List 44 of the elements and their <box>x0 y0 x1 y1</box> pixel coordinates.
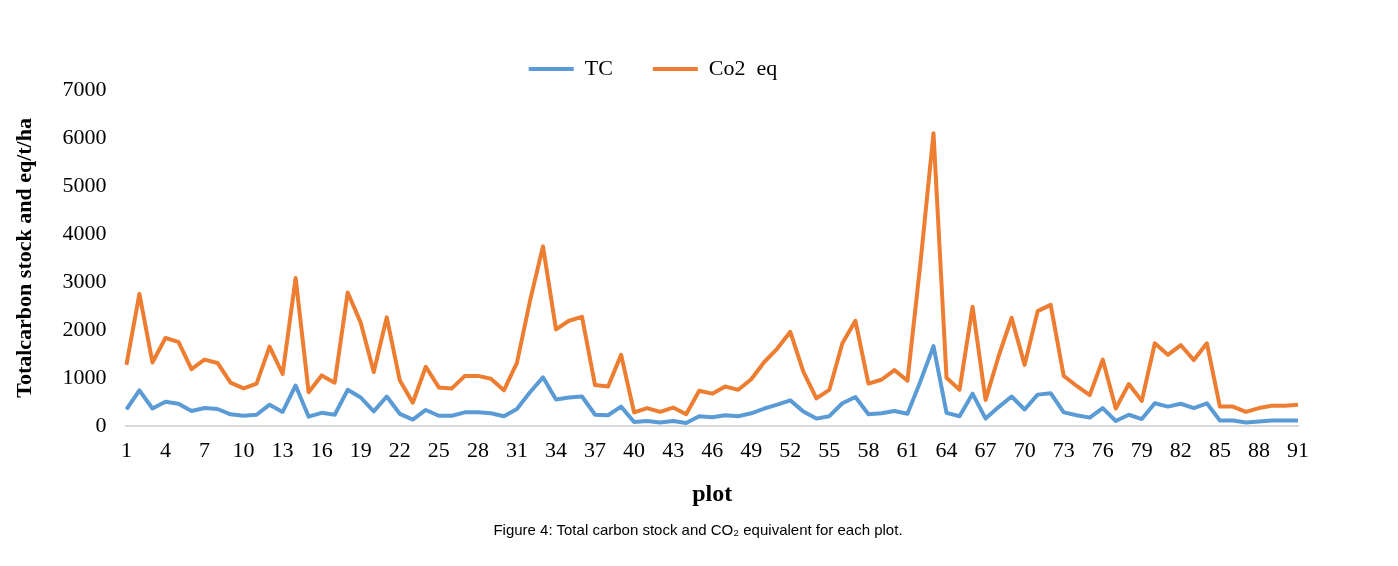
x-tick-label: 67 <box>974 436 997 462</box>
x-tick-label: 88 <box>1247 436 1270 462</box>
x-tick-label: 28 <box>466 436 489 462</box>
legend-label: TC <box>584 54 613 80</box>
x-tick-label: 82 <box>1169 436 1192 462</box>
x-tick-label: 1 <box>120 436 132 462</box>
x-tick-label: 58 <box>857 436 880 462</box>
x-tick-label: 22 <box>388 436 411 462</box>
x-tick-label: 19 <box>349 436 372 462</box>
x-tick-label: 43 <box>662 436 685 462</box>
x-tick-label: 40 <box>623 436 646 462</box>
x-tick-label: 64 <box>935 436 958 462</box>
y-tick-label: 4000 <box>62 219 107 245</box>
x-tick-label: 16 <box>310 436 333 462</box>
x-tick-label: 4 <box>159 436 171 462</box>
x-tick-label: 49 <box>740 436 763 462</box>
legend-label: Co2 eq <box>708 54 778 80</box>
x-tick-label: 10 <box>232 436 255 462</box>
x-tick-label: 13 <box>271 436 294 462</box>
x-tick-label: 25 <box>427 436 450 462</box>
x-tick-label: 31 <box>505 436 528 462</box>
y-tick-label: 2000 <box>62 315 107 341</box>
x-axis-title: plot <box>692 479 733 506</box>
x-tick-label: 70 <box>1013 436 1036 462</box>
x-tick-label: 91 <box>1287 436 1309 462</box>
x-tick-label: 52 <box>779 436 802 462</box>
x-tick-label: 7 <box>199 436 211 462</box>
x-tick-label: 61 <box>896 436 919 462</box>
x-tick-label: 79 <box>1130 436 1153 462</box>
x-tick-label: 34 <box>544 436 567 462</box>
x-tick-label: 46 <box>701 436 724 462</box>
x-tick-label: 73 <box>1052 436 1075 462</box>
y-tick-label: 1000 <box>62 363 107 389</box>
text: Figure 4: Total carbon stock and CO₂ equivalent for each plot. <box>492 521 904 538</box>
y-tick-label: 5000 <box>62 171 107 197</box>
y-axis-title: Totalcarbon stock and eq/t/ha <box>10 118 36 398</box>
y-tick-label: 0 <box>95 411 107 437</box>
x-tick-label: 85 <box>1208 436 1231 462</box>
x-tick-label: 37 <box>584 436 607 462</box>
y-tick-label: 7000 <box>62 75 107 101</box>
y-tick-label: 3000 <box>62 267 107 293</box>
y-tick-label: 6000 <box>62 123 107 149</box>
x-tick-label: 55 <box>818 436 841 462</box>
x-tick-label: 76 <box>1091 436 1114 462</box>
